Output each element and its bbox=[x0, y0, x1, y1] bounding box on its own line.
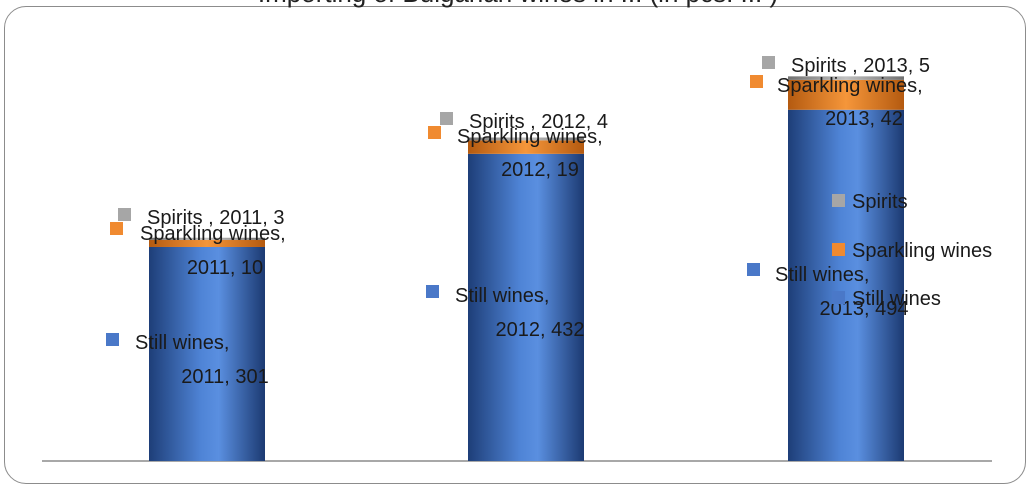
bar-still-wines-2012 bbox=[468, 153, 584, 461]
label-marker-sparkling-2011 bbox=[110, 222, 123, 235]
label-marker-sparkling-2013 bbox=[750, 75, 763, 88]
data-label-spirits-2013: Spirits , 2013, 5 bbox=[791, 55, 930, 77]
legend-swatch-spirits bbox=[832, 194, 845, 207]
bar-spirits-2012 bbox=[468, 137, 584, 141]
bar-still-wines-2013 bbox=[788, 109, 904, 462]
data-label-still-2011-line1: Still wines, bbox=[135, 332, 229, 354]
bar-still-wines-2011 bbox=[149, 246, 265, 461]
legend-item-still-wines: Still wines bbox=[852, 288, 941, 310]
data-label-sparkling-2012-line1: Sparkling wines, bbox=[457, 126, 603, 148]
data-label-spirits-2012: Spirits , 2012, 4 bbox=[469, 111, 608, 133]
data-label-sparkling-2011-line2: 2011, 10 bbox=[187, 257, 263, 279]
data-label-still-2011-line2: 2011, 301 bbox=[181, 366, 269, 388]
bar-sparkling-wines-2011 bbox=[149, 239, 265, 247]
bar-spirits-2011 bbox=[149, 237, 265, 240]
bar-sparkling-wines-2013 bbox=[788, 79, 904, 110]
label-marker-sparkling-2012 bbox=[428, 126, 441, 139]
legend-item-spirits: Spirits bbox=[852, 191, 908, 213]
data-label-still-2013-line1: Still wines, bbox=[775, 264, 869, 286]
bar-spirits-2013 bbox=[788, 76, 904, 80]
label-marker-spirits-2012 bbox=[440, 112, 453, 125]
bar-sparkling-wines-2012 bbox=[468, 140, 584, 154]
data-label-sparkling-2012-line2: 2012, 19 bbox=[501, 159, 579, 181]
chart-title: Importing of Bulgarian wines in ... (in … bbox=[0, 0, 1036, 9]
label-marker-still-2013 bbox=[747, 263, 760, 276]
label-marker-spirits-2011 bbox=[118, 208, 131, 221]
legend-item-sparkling-wines: Sparkling wines bbox=[852, 240, 992, 262]
legend-swatch-sparkling-wines bbox=[832, 243, 845, 256]
data-label-still-2012-line2: 2012, 432 bbox=[496, 319, 585, 341]
label-marker-still-2011 bbox=[106, 333, 119, 346]
data-label-spirits-2011: Spirits , 2011, 3 bbox=[147, 207, 284, 229]
label-marker-still-2012 bbox=[426, 285, 439, 298]
legend-swatch-still-wines bbox=[832, 291, 845, 304]
data-label-sparkling-2013-line2: 2013, 42 bbox=[825, 108, 903, 130]
label-marker-spirits-2013 bbox=[762, 56, 775, 69]
data-label-sparkling-2013-line1: Sparkling wines, bbox=[777, 75, 923, 97]
data-label-sparkling-2011-line1: Sparkling wines, bbox=[140, 223, 286, 245]
data-label-still-2012-line1: Still wines, bbox=[455, 285, 549, 307]
